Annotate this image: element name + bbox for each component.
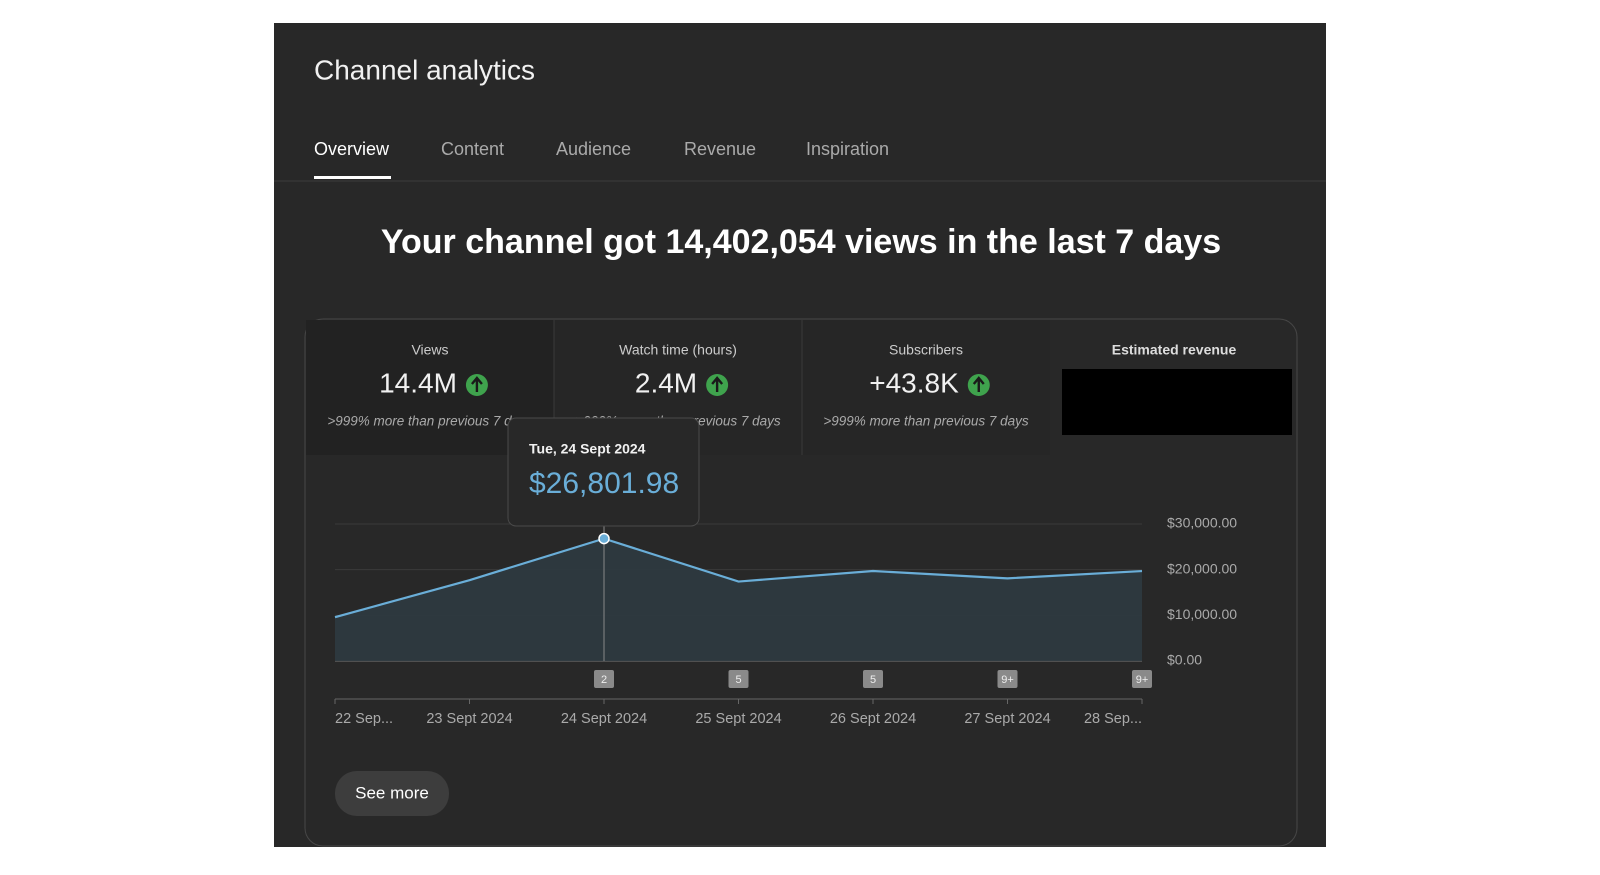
marker-label: 5	[735, 674, 741, 686]
card-value: 2.4M	[635, 367, 697, 398]
tab[interactable]: Inspiration	[806, 139, 889, 159]
area-fill	[335, 538, 1142, 661]
marker-label: 5	[870, 674, 876, 686]
card-label: Estimated revenue	[1112, 342, 1237, 358]
marker-label: 9+	[1136, 674, 1149, 686]
button-label[interactable]: See more	[355, 783, 429, 802]
tab[interactable]: Content	[441, 139, 504, 159]
point	[598, 532, 610, 545]
up-arrow	[470, 376, 483, 392]
see-more-button[interactable]	[335, 771, 449, 816]
redacted-box	[1062, 369, 1292, 435]
card-change: >999% more than previous 7 days	[327, 414, 532, 429]
page-title: Channel analytics	[314, 54, 535, 85]
card-label: Subscribers	[889, 342, 963, 358]
chart: $0.00 $10,000.00 $20,000.00 $30,000.00 22 Se…	[334, 417, 1237, 727]
y-tick-label: $30,000.00	[1167, 515, 1237, 531]
tooltip	[507, 417, 700, 527]
headline: Your channel got 14,402,054 views in the…	[381, 223, 1221, 261]
y-tick-label: $0.00	[1167, 652, 1202, 668]
marker-label: 9+	[1001, 674, 1014, 686]
x-tick-label: 28 Sep...	[1084, 711, 1142, 727]
marker-label: 2	[601, 674, 607, 686]
marker-badge	[594, 670, 614, 688]
tooltip-title: Tue, 24 Sept 2024	[529, 441, 646, 457]
card-label: Views	[411, 342, 448, 358]
tab[interactable]: Revenue	[684, 139, 756, 159]
line	[334, 537, 1143, 619]
x-tick-label: 25 Sept 2024	[695, 711, 781, 727]
x-tick-label: 23 Sept 2024	[426, 711, 512, 727]
up-arrow	[711, 376, 724, 392]
y-tick-label: $10,000.00	[1167, 606, 1237, 622]
marker-badge	[997, 670, 1018, 688]
x-tick-label: 27 Sept 2024	[964, 711, 1050, 727]
tab[interactable]: Overview	[314, 139, 390, 159]
x-tick-label: 24 Sept 2024	[561, 711, 647, 727]
card-value: +43.8K	[869, 367, 959, 398]
y-tick-label: $20,000.00	[1167, 560, 1237, 576]
marker-badge	[863, 670, 883, 688]
card-change: >999% more than previous 7 days	[823, 414, 1028, 429]
marker-badge	[728, 670, 749, 688]
x-tick-label: 22 Sep...	[335, 711, 393, 727]
tab[interactable]: Audience	[556, 139, 631, 159]
card-bg	[802, 320, 1050, 455]
marker-badge	[1132, 670, 1152, 688]
x-tick-label: 26 Sept 2024	[830, 711, 916, 727]
card-label: Watch time (hours)	[619, 342, 737, 358]
tab-underline	[314, 176, 391, 179]
up-arrow	[972, 376, 985, 392]
card-value: 14.4M	[379, 367, 457, 398]
tooltip-value: $26,801.98	[529, 467, 679, 500]
